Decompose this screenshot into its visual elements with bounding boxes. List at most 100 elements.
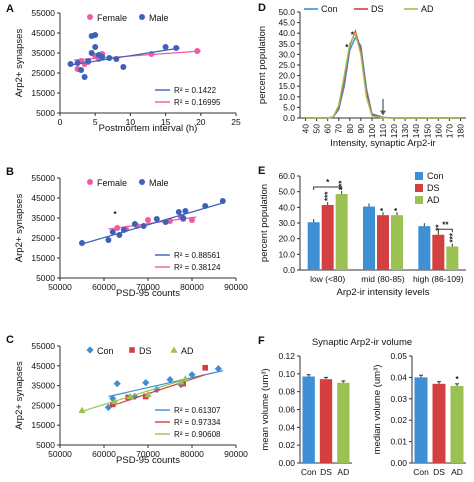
data-point xyxy=(85,58,92,64)
r-squared-legend: R² = 0.88561 R² = 0.38124 xyxy=(155,251,221,272)
y-tick-label: 0.0 xyxy=(283,265,295,275)
legend-label: Female xyxy=(97,178,127,188)
x-tick-label: 80000 xyxy=(180,282,204,292)
y-axis-label: mean volume (um³) xyxy=(260,368,271,450)
legend-swatch xyxy=(415,172,423,180)
significance-star: * xyxy=(351,30,355,39)
y-tick-label: 15000 xyxy=(31,253,55,263)
y-tick-label: 0.06 xyxy=(278,405,295,415)
panel-label: D xyxy=(258,2,266,14)
series-male xyxy=(79,198,226,246)
legend-marker xyxy=(129,347,135,353)
category-label: high (86-109) xyxy=(413,274,464,284)
data-point xyxy=(140,223,147,229)
y-tick-label: 15000 xyxy=(31,88,55,98)
y-tick-label: 0.03 xyxy=(390,394,407,404)
bracket-star: * xyxy=(326,178,330,187)
data-point xyxy=(182,208,189,214)
data-point xyxy=(74,60,81,66)
y-tick-label: 0.02 xyxy=(390,415,407,425)
r2-value: R² = 0.38124 xyxy=(174,263,221,272)
bar xyxy=(432,234,445,270)
data-point xyxy=(120,64,127,70)
scatter-panel-a: A 5000 15000 25000 35000 45000 55000 0 5 10 15 20 25… xyxy=(6,3,241,134)
y-tick-label: 0.04 xyxy=(390,372,407,382)
panel-label: E xyxy=(258,165,265,177)
significance-star: * xyxy=(379,207,388,211)
x-tick-label: 15 xyxy=(161,117,171,127)
r-squared-legend: R² = 0.1422 R² = 0.16995 xyxy=(155,86,221,107)
data-point xyxy=(116,232,123,238)
bracket-star: ** xyxy=(442,220,449,229)
x-tick-label: 70000 xyxy=(136,282,160,292)
x-tick-label: 180 xyxy=(455,124,465,138)
legend-swatch xyxy=(415,184,423,192)
significance-star: *** xyxy=(448,232,457,242)
y-tick-label: 5000 xyxy=(36,108,55,118)
y-tick-label: 30.0 xyxy=(278,218,295,228)
x-tick-label: 60 xyxy=(323,124,333,134)
panel-label: B xyxy=(6,166,14,178)
y-tick-label: 20.0 xyxy=(278,234,295,244)
legend-marker xyxy=(87,179,93,185)
r2-value: R² = 0.61307 xyxy=(174,406,221,415)
x-axis-label: PSD-95 counts xyxy=(116,455,180,466)
series-ad xyxy=(78,375,189,414)
data-point xyxy=(78,67,85,73)
legend: Con DS AD xyxy=(415,171,444,205)
legend-label: Con xyxy=(321,4,338,14)
y-tick-label: 35.0 xyxy=(278,39,295,49)
x-tick-label: 20 xyxy=(196,117,206,127)
data-point xyxy=(202,364,208,371)
data-point xyxy=(189,217,195,223)
y-tick-label: 20.0 xyxy=(278,71,295,81)
x-axis-label: Postmortem interval (h) xyxy=(99,123,198,134)
legend: Female Male xyxy=(87,13,169,23)
bar xyxy=(391,215,403,270)
data-point xyxy=(67,61,74,67)
bar-panel-e: E 0.0 10.0 20.0 30.0 40.0 50.0 60.0 low (<80) mid… xyxy=(258,165,466,298)
x-tick-label: 90 xyxy=(356,124,366,134)
bar xyxy=(307,222,320,270)
data-point xyxy=(188,371,196,379)
scatter-panel-b: B 5000 15000 25000 35000 45000 55000 50000 60000… xyxy=(6,166,248,299)
y-tick-label: 30.0 xyxy=(278,49,295,59)
bar xyxy=(418,226,431,270)
bar xyxy=(446,246,459,270)
significance-star: * xyxy=(393,207,402,211)
significance-star: *** xyxy=(338,180,347,190)
y-tick-label: 25000 xyxy=(31,68,55,78)
legend-marker xyxy=(86,346,94,354)
data-point xyxy=(202,203,209,209)
y-tick-label: 0.05 xyxy=(390,351,407,361)
category-label: AD xyxy=(451,467,463,477)
data-point xyxy=(111,397,119,405)
series-ds xyxy=(110,364,208,408)
y-tick-label: 55000 xyxy=(31,8,55,18)
scatter-panel-c: C 5000 15000 25000 35000 45000 55000 50000 60000… xyxy=(6,334,248,466)
legend-label: AD xyxy=(181,346,194,356)
data-point xyxy=(180,215,187,221)
y-tick-label: 40.0 xyxy=(278,202,295,212)
y-tick-label: 0.08 xyxy=(278,387,295,397)
x-axis-label: PSD-95 counts xyxy=(116,288,180,299)
legend-marker xyxy=(87,14,93,20)
r-squared-legend: R² = 0.61307 R² = 0.97334 R² = 0.90608 xyxy=(155,406,221,439)
y-tick-label: 5000 xyxy=(36,440,55,450)
y-tick-label: 35000 xyxy=(31,381,55,391)
x-tick-label: 70000 xyxy=(136,449,160,459)
significance-star: * xyxy=(455,375,459,384)
y-tick-label: 0.04 xyxy=(278,422,295,432)
y-tick-label: 25000 xyxy=(31,400,55,410)
data-point xyxy=(120,227,127,233)
legend-marker xyxy=(170,346,178,353)
y-tick-label: 0.00 xyxy=(390,458,407,468)
category-label: Con xyxy=(301,467,317,477)
data-point xyxy=(219,198,226,204)
trend-line xyxy=(108,370,223,398)
x-tick-label: 60000 xyxy=(92,449,116,459)
y-tick-label: 25.0 xyxy=(278,60,295,70)
x-axis-label: Intensity, synaptic Arp2-ir xyxy=(330,138,435,149)
data-point xyxy=(175,209,182,215)
line-panel-d: D0.05.010.015.020.025.030.035.040.045.05… xyxy=(257,2,466,149)
